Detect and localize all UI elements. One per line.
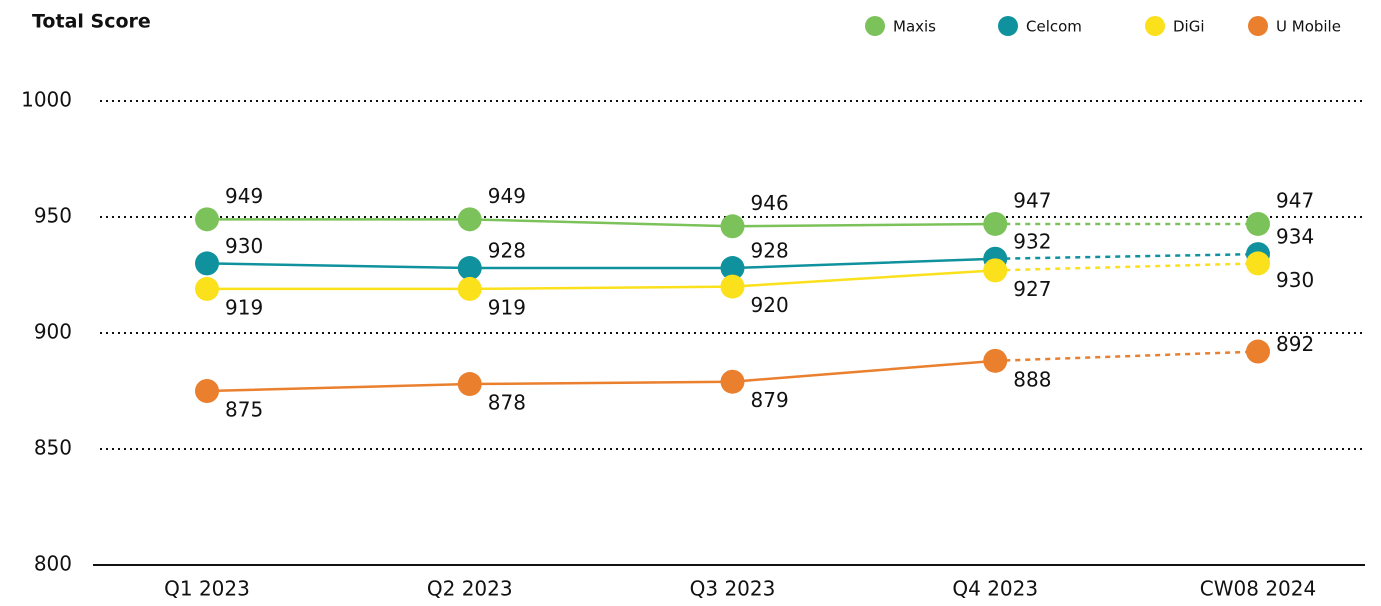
legend-label: DiGi <box>1173 18 1205 36</box>
data-point <box>457 276 482 301</box>
data-point <box>195 276 219 301</box>
data-label: 919 <box>225 295 263 319</box>
series-line <box>995 350 1259 363</box>
chart-title: Total Score <box>32 11 151 33</box>
data-point <box>195 379 219 403</box>
series-line <box>206 257 996 270</box>
data-label: 892 <box>1276 332 1314 356</box>
x-tick-label: Q2 2023 <box>427 577 513 601</box>
data-point <box>983 211 1008 236</box>
data-label: 949 <box>488 184 526 208</box>
legend-marker <box>1248 16 1268 36</box>
y-tick-label: 850 <box>34 436 72 460</box>
data-label: 947 <box>1013 188 1051 212</box>
series-line <box>206 359 996 393</box>
data-point <box>1246 251 1270 276</box>
data-point <box>720 369 745 394</box>
data-point <box>720 256 745 281</box>
y-tick-label: 1000 <box>21 88 72 112</box>
data-label: 879 <box>751 388 789 412</box>
series-line <box>207 218 996 228</box>
data-point <box>195 207 219 232</box>
legend-label: U Mobile <box>1276 18 1341 36</box>
data-point <box>457 207 482 232</box>
data-label: 930 <box>225 234 263 258</box>
legend-label: Maxis <box>893 18 936 36</box>
x-tick-label: CW08 2024 <box>1200 577 1316 601</box>
data-point <box>720 214 745 239</box>
data-point <box>195 251 219 276</box>
data-point <box>1246 339 1270 364</box>
data-point <box>1246 211 1270 236</box>
data-label: 932 <box>1013 229 1051 253</box>
data-label: 949 <box>225 184 263 208</box>
series-line <box>995 252 1259 261</box>
series-line <box>207 269 996 291</box>
x-tick-label: Q1 2023 <box>164 577 250 601</box>
x-tick-label: Q3 2023 <box>690 577 776 601</box>
data-label: 947 <box>1276 188 1314 212</box>
data-label: 928 <box>488 239 526 263</box>
data-point <box>720 274 745 299</box>
data-label: 934 <box>1276 225 1314 249</box>
data-label: 927 <box>1013 277 1051 301</box>
y-tick-label: 800 <box>34 552 72 576</box>
data-label: 919 <box>488 295 526 319</box>
legend-label: Celcom <box>1026 18 1082 36</box>
data-label: 920 <box>751 293 789 317</box>
x-tick-label: Q4 2023 <box>952 577 1038 601</box>
data-point <box>457 256 482 281</box>
data-label: 888 <box>1013 367 1051 391</box>
data-point <box>983 258 1008 283</box>
series-line <box>995 262 1259 272</box>
data-label: 875 <box>225 398 263 422</box>
data-point <box>457 372 482 397</box>
data-label: 878 <box>488 391 526 415</box>
legend-marker <box>998 16 1018 36</box>
data-point <box>983 348 1008 373</box>
y-tick-label: 900 <box>34 320 72 344</box>
data-label: 928 <box>751 239 789 263</box>
y-tick-label: 950 <box>34 204 72 228</box>
data-label: 946 <box>751 191 789 215</box>
data-label: 930 <box>1276 268 1314 292</box>
legend-marker <box>865 16 885 36</box>
legend-marker <box>1145 16 1165 36</box>
